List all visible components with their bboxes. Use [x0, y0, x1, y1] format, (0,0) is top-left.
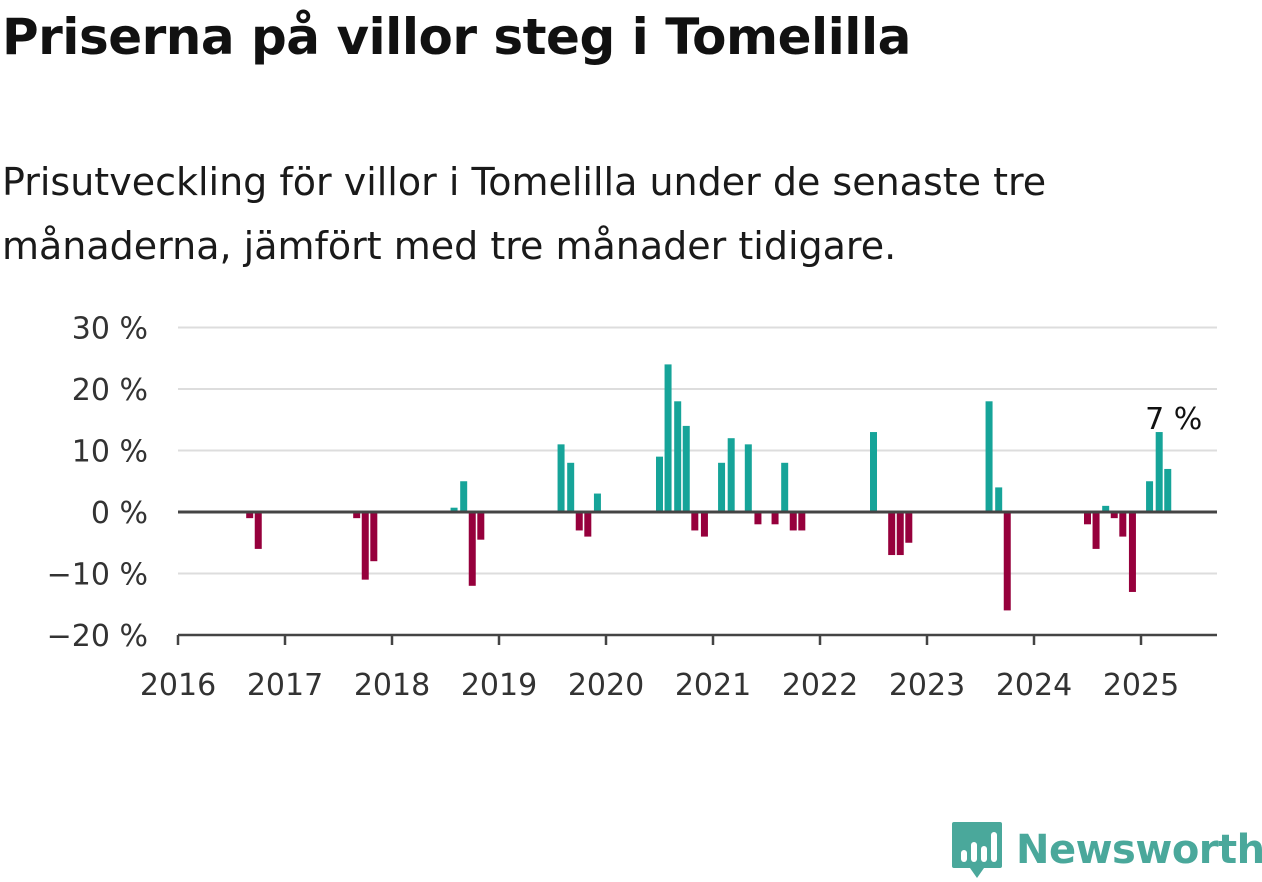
bar-negative — [798, 512, 806, 531]
x-tick-label: 2024 — [996, 668, 1072, 700]
bar-negative — [888, 512, 896, 556]
x-tick-label: 2017 — [247, 668, 323, 700]
logo-text: Newsworthy — [1016, 827, 1262, 873]
bar-positive — [460, 481, 468, 512]
bar-positive — [744, 444, 752, 512]
newsworthy-chart-icon — [952, 822, 1002, 878]
bar-positive — [450, 507, 458, 512]
bar-negative — [353, 512, 361, 519]
bar-negative — [896, 512, 904, 556]
bar-positive — [995, 487, 1003, 512]
y-tick-label: −20 % — [47, 619, 148, 654]
last-value-label: 7 % — [1145, 402, 1202, 437]
x-axis: 2016 2017 2018 2019 2020 2021 2022 2023 2024 2025 — [140, 510, 1217, 700]
x-tick-label: 2021 — [675, 668, 751, 700]
bar-positive — [1164, 468, 1172, 512]
bar-positive — [557, 444, 565, 512]
bar-negative — [905, 512, 913, 543]
x-tick-label: 2018 — [354, 668, 430, 700]
bar-positive — [727, 438, 735, 512]
chart-subtitle: Prisutveckling för villor i Tomelilla un… — [2, 160, 1047, 268]
bar-negative — [254, 512, 262, 549]
bar-negative — [691, 512, 699, 531]
x-tick-label: 2019 — [461, 668, 537, 700]
bar-negative — [1128, 512, 1136, 592]
newsworthy-logo: Newsworthy — [950, 818, 1262, 882]
bar-negative — [789, 512, 797, 531]
bar-positive — [718, 462, 726, 512]
bar-positive — [567, 462, 575, 512]
y-tick-label: 10 % — [72, 435, 148, 470]
bar-negative — [468, 512, 476, 586]
y-tick-label: 0 % — [91, 496, 148, 531]
bar-negative — [1084, 512, 1091, 525]
bar-negative — [584, 512, 592, 537]
bar-negative — [1003, 512, 1011, 611]
bar-negative — [700, 512, 708, 537]
bar-positive — [593, 493, 601, 512]
x-tick-label: 2016 — [140, 668, 216, 700]
bar-negative — [246, 512, 254, 519]
bar-negative — [361, 512, 369, 580]
bar-negative — [1119, 512, 1127, 537]
bar-negative — [1110, 512, 1118, 519]
y-tick-label: 20 % — [72, 373, 148, 408]
bar-chart: 2016 2017 2018 2019 2020 2021 2022 2023 2024 2025… — [47, 312, 1217, 700]
x-tick-label: 2020 — [568, 668, 644, 700]
annotations: 7 % — [1142, 399, 1205, 440]
bar-positive — [674, 401, 682, 512]
bar-negative — [575, 512, 583, 531]
chart-title: Priserna på villor steg i Tomelilla — [2, 8, 911, 66]
bar-positive — [1155, 432, 1163, 512]
bar-negative — [477, 512, 485, 540]
y-axis-labels: 30 % 20 % 10 % 0 % −10 % −20 % — [47, 312, 148, 655]
bar-positive — [682, 425, 690, 512]
bars — [246, 364, 1172, 611]
bar-negative — [754, 512, 762, 525]
x-tick-label: 2022 — [782, 668, 858, 700]
bar-positive — [656, 456, 663, 512]
bar-negative — [1092, 512, 1100, 549]
bar-positive — [781, 462, 789, 512]
bar-positive — [1102, 505, 1110, 512]
bar-positive — [985, 401, 993, 512]
bar-negative — [771, 512, 779, 525]
grid-lines — [178, 326, 1217, 575]
y-tick-label: −10 % — [47, 558, 148, 593]
y-tick-label: 30 % — [72, 312, 148, 347]
bar-negative — [370, 512, 378, 562]
x-tick-label: 2025 — [1103, 668, 1179, 700]
bar-positive — [870, 432, 877, 512]
bar-positive — [664, 364, 672, 512]
bar-positive — [1146, 481, 1154, 512]
x-tick-label: 2023 — [889, 668, 965, 700]
